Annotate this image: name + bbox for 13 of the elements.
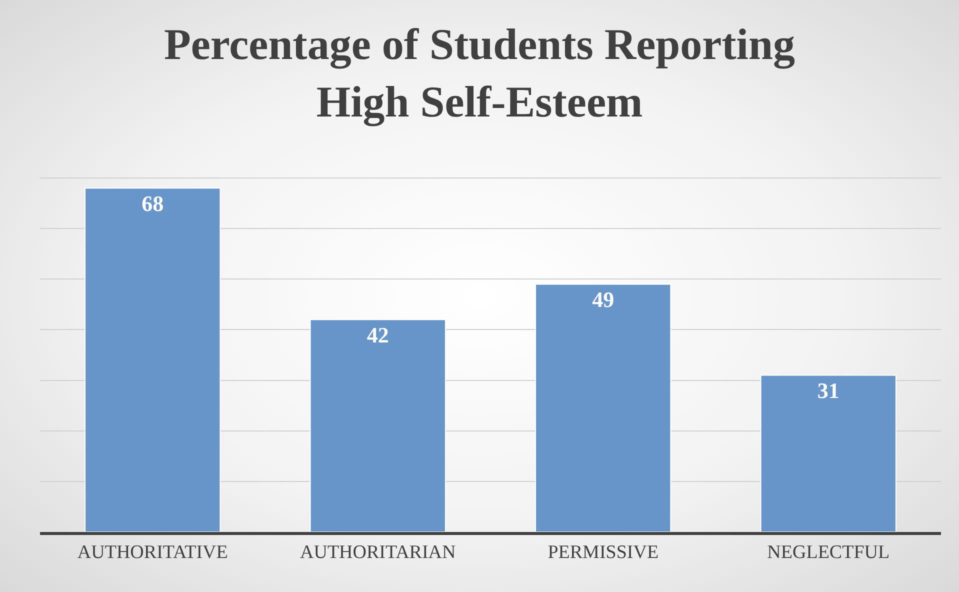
data-label: 31 [817, 378, 840, 404]
x-tick-label: AUTHORITARIAN [300, 542, 456, 563]
data-label: 42 [366, 322, 389, 348]
bar [535, 284, 672, 532]
x-tick-label: PERMISSIVE [548, 542, 659, 563]
data-label: 49 [592, 287, 614, 312]
data-label: 68 [142, 191, 164, 216]
bar [760, 374, 896, 532]
bar [310, 319, 446, 532]
bar [84, 188, 221, 532]
x-tick-label: AUTHORITATIVE [77, 542, 228, 563]
chart-title: Percentage of Students Reporting High Self-Esteem [164, 20, 795, 126]
x-tick-label: NEGLECTFUL [767, 542, 890, 563]
